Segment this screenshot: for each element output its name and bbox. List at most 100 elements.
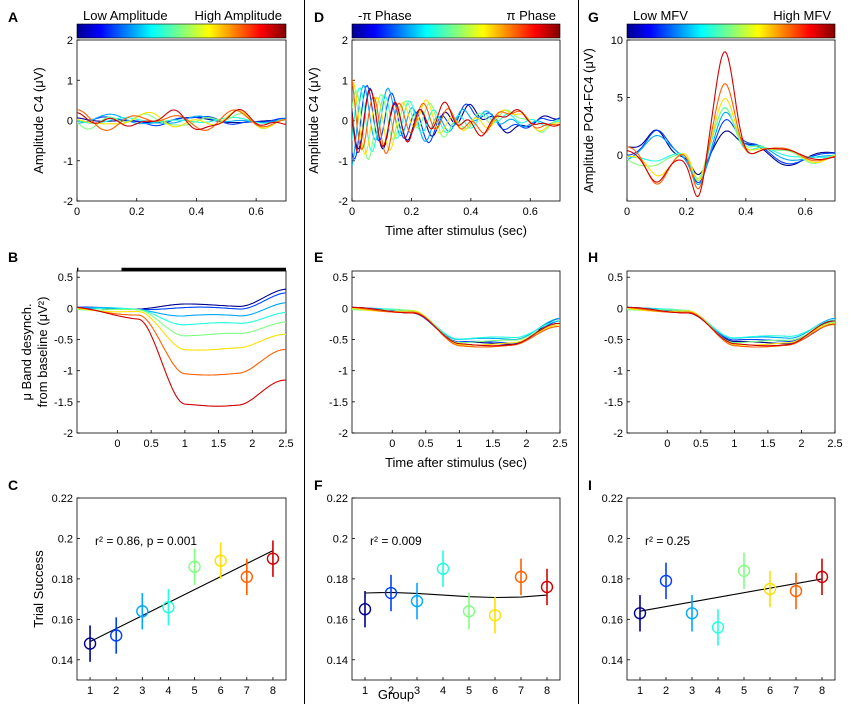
panel-b: B 0 0.5 1 1.5 2 2.5 -2 -1.5 -1 -0.5 0 0.5 μ Band desy… [8,249,294,450]
y-tick-label: 0.18 [52,574,73,586]
colorbar-low-label: Low MFV [633,8,688,23]
y-tick-label: 0.14 [602,655,623,667]
y-axis-label: Amplitude C4 (μV) [306,67,321,173]
series-group [352,79,560,167]
y-tick-label: 0.22 [52,493,73,505]
panel-e: E 0 0.5 1 1.5 2 2.5 -2 -1.5 -1 -0.5 0 0.5 Time after … [314,249,568,470]
x-tick-label: 1 [637,685,643,697]
series-line-4 [352,308,560,340]
y-tick-label: 0 [67,303,73,315]
panel-i: I 1 2 3 4 5 6 7 8 0.14 0.16 0.18 0.2 0.22 r² = 0.25 [588,477,836,697]
x-tick-label: 1.5 [211,438,226,450]
y-tick-label: -2 [338,428,348,440]
x-tick-label: 3 [414,685,420,697]
series-line-1 [627,129,835,176]
x-tick-label: 0 [389,438,395,450]
y-tick-label: -2 [63,428,73,440]
x-tick-label: 2 [113,685,119,697]
x-tick-label: 2 [663,685,669,697]
y-tick-label: 0.14 [52,655,73,667]
colorbar-high-label: High Amplitude [195,8,282,23]
x-tick-label: 1 [182,438,188,450]
series-line-4 [627,308,835,339]
panel-label: E [314,249,323,265]
series-line-8 [77,109,286,131]
series-line-7 [352,306,560,348]
series-line-3 [627,307,835,339]
x-tick-label: 0 [624,206,630,218]
y-tick-label: 1 [342,75,348,87]
y-axis-label-line2: from baseline (μV²) [35,297,50,408]
x-tick-label: 4 [715,685,721,697]
y-tick-label: 0.18 [327,574,348,586]
stat-annotation: r² = 0.009 [370,534,422,548]
panel-f: F 1 2 3 4 5 6 7 8 0.14 0.16 0.18 0.2 0.22 Group r² = 0.… [314,477,561,702]
regression-line [639,578,823,612]
y-axis-label: Amplitude C4 (μV) [31,67,46,173]
series-line-5 [627,107,835,180]
y-tick-label: 0.2 [333,533,348,545]
series-line-6 [77,110,286,129]
y-tick-label: 0 [617,303,623,315]
y-tick-label: 0.5 [608,272,623,284]
x-tick-label: 5 [192,685,198,697]
panel-d: D -π Phase π Phase 0 0.2 0.4 0.6 -2 -1 0 1 2 Time af… [306,8,561,238]
y-tick-label: -1 [63,156,73,168]
series-group [352,306,560,348]
y-tick-label: -2 [63,196,73,208]
panel-g: G Low MFV High MFV 0 0.2 0.4 0.6 0 5 10 Amplitude … [581,8,836,218]
axes-box [351,497,561,681]
x-tick-label: 7 [244,685,250,697]
colorbar [76,23,287,39]
x-tick-label: 1 [87,685,93,697]
series-line-7 [352,79,560,155]
data-point-1 [358,603,372,616]
series-line-1 [77,288,286,310]
series-line-7 [77,109,286,131]
x-tick-label: 3 [689,685,695,697]
x-tick-label: 2 [798,438,804,450]
y-tick-label: -1.5 [54,397,73,409]
x-tick-label: 0.6 [248,206,263,218]
x-tick-label: 4 [440,685,446,697]
x-tick-label: 1.5 [485,438,500,450]
series-line-5 [352,308,560,344]
axes-box [76,497,287,681]
y-tick-label: -1 [613,366,623,378]
y-tick-label: 0.14 [327,655,348,667]
x-tick-label: 2 [523,438,529,450]
x-tick-label: 1 [731,438,737,450]
x-tick-label: 2 [249,438,255,450]
data-point-5 [462,605,476,618]
series-line-3 [352,307,560,341]
data-point-6 [488,609,502,622]
data-point-5 [737,564,751,577]
data-point-5 [188,560,201,573]
y-axis-label: Amplitude PO4-FC4 (μV) [581,48,596,193]
y-tick-label: 0.16 [52,614,73,626]
data-point-7 [789,584,803,598]
y-tick-label: -2 [338,196,348,208]
axes-box [626,39,836,202]
y-tick-label: 0.2 [608,533,623,545]
x-tick-label: 2 [388,685,394,697]
colorbar-high-label: π Phase [507,8,556,23]
x-axis-label: Time after stimulus (sec) [385,223,527,238]
x-tick-label: 6 [218,685,224,697]
data-point-2 [659,574,673,588]
data-point-8 [815,570,829,584]
y-tick-label: 0.5 [58,272,73,284]
y-tick-label: -1 [338,156,348,168]
data-point-4 [162,601,175,614]
y-tick-label: 5 [617,93,623,105]
x-tick-label: 5 [466,685,472,697]
axes-box [626,497,836,681]
x-tick-label: 0.6 [523,206,538,218]
series-line-8 [627,306,835,347]
series-line-8 [77,306,286,407]
data-point-7 [240,570,254,584]
data-point-8 [266,552,280,565]
x-tick-label: 0.6 [798,206,813,218]
data-point-2 [109,629,123,642]
y-tick-label: 0.2 [58,533,73,545]
